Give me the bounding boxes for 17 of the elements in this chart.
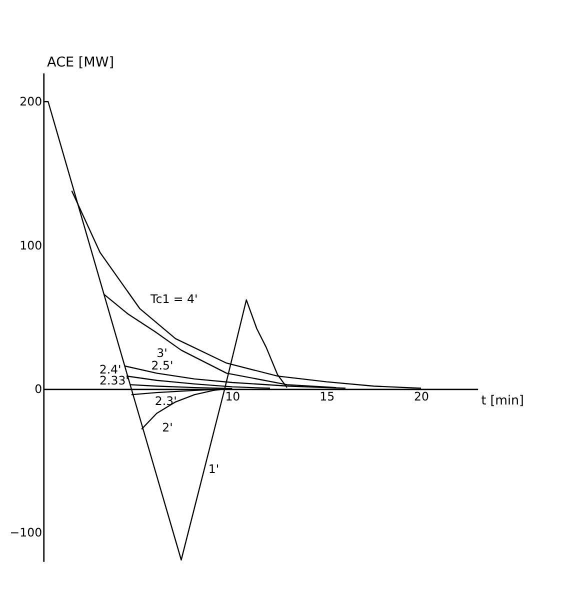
x-axis-title: t [min] <box>481 392 524 408</box>
series-label: 2.33' <box>100 374 129 388</box>
y-tick-label: 100 <box>20 238 42 252</box>
series-label: 2.3' <box>154 394 177 408</box>
series-label: 3' <box>156 346 168 360</box>
series-label: 2' <box>162 420 173 434</box>
series-label: 1' <box>208 462 220 476</box>
y-axis-title: ACE [MW] <box>47 54 114 71</box>
series-label: 2.5' <box>151 358 174 373</box>
series-label: 2.4' <box>99 362 122 376</box>
x-tick-label: 20 <box>414 389 429 404</box>
y-tick-label: 0 <box>34 382 42 396</box>
y-tick-label: −100 <box>10 526 42 540</box>
series-label: Tc1 = 4' <box>150 292 198 306</box>
y-tick-label: 200 <box>20 94 42 109</box>
x-tick-label: 15 <box>320 389 335 404</box>
x-tick-label: 10 <box>225 389 240 404</box>
